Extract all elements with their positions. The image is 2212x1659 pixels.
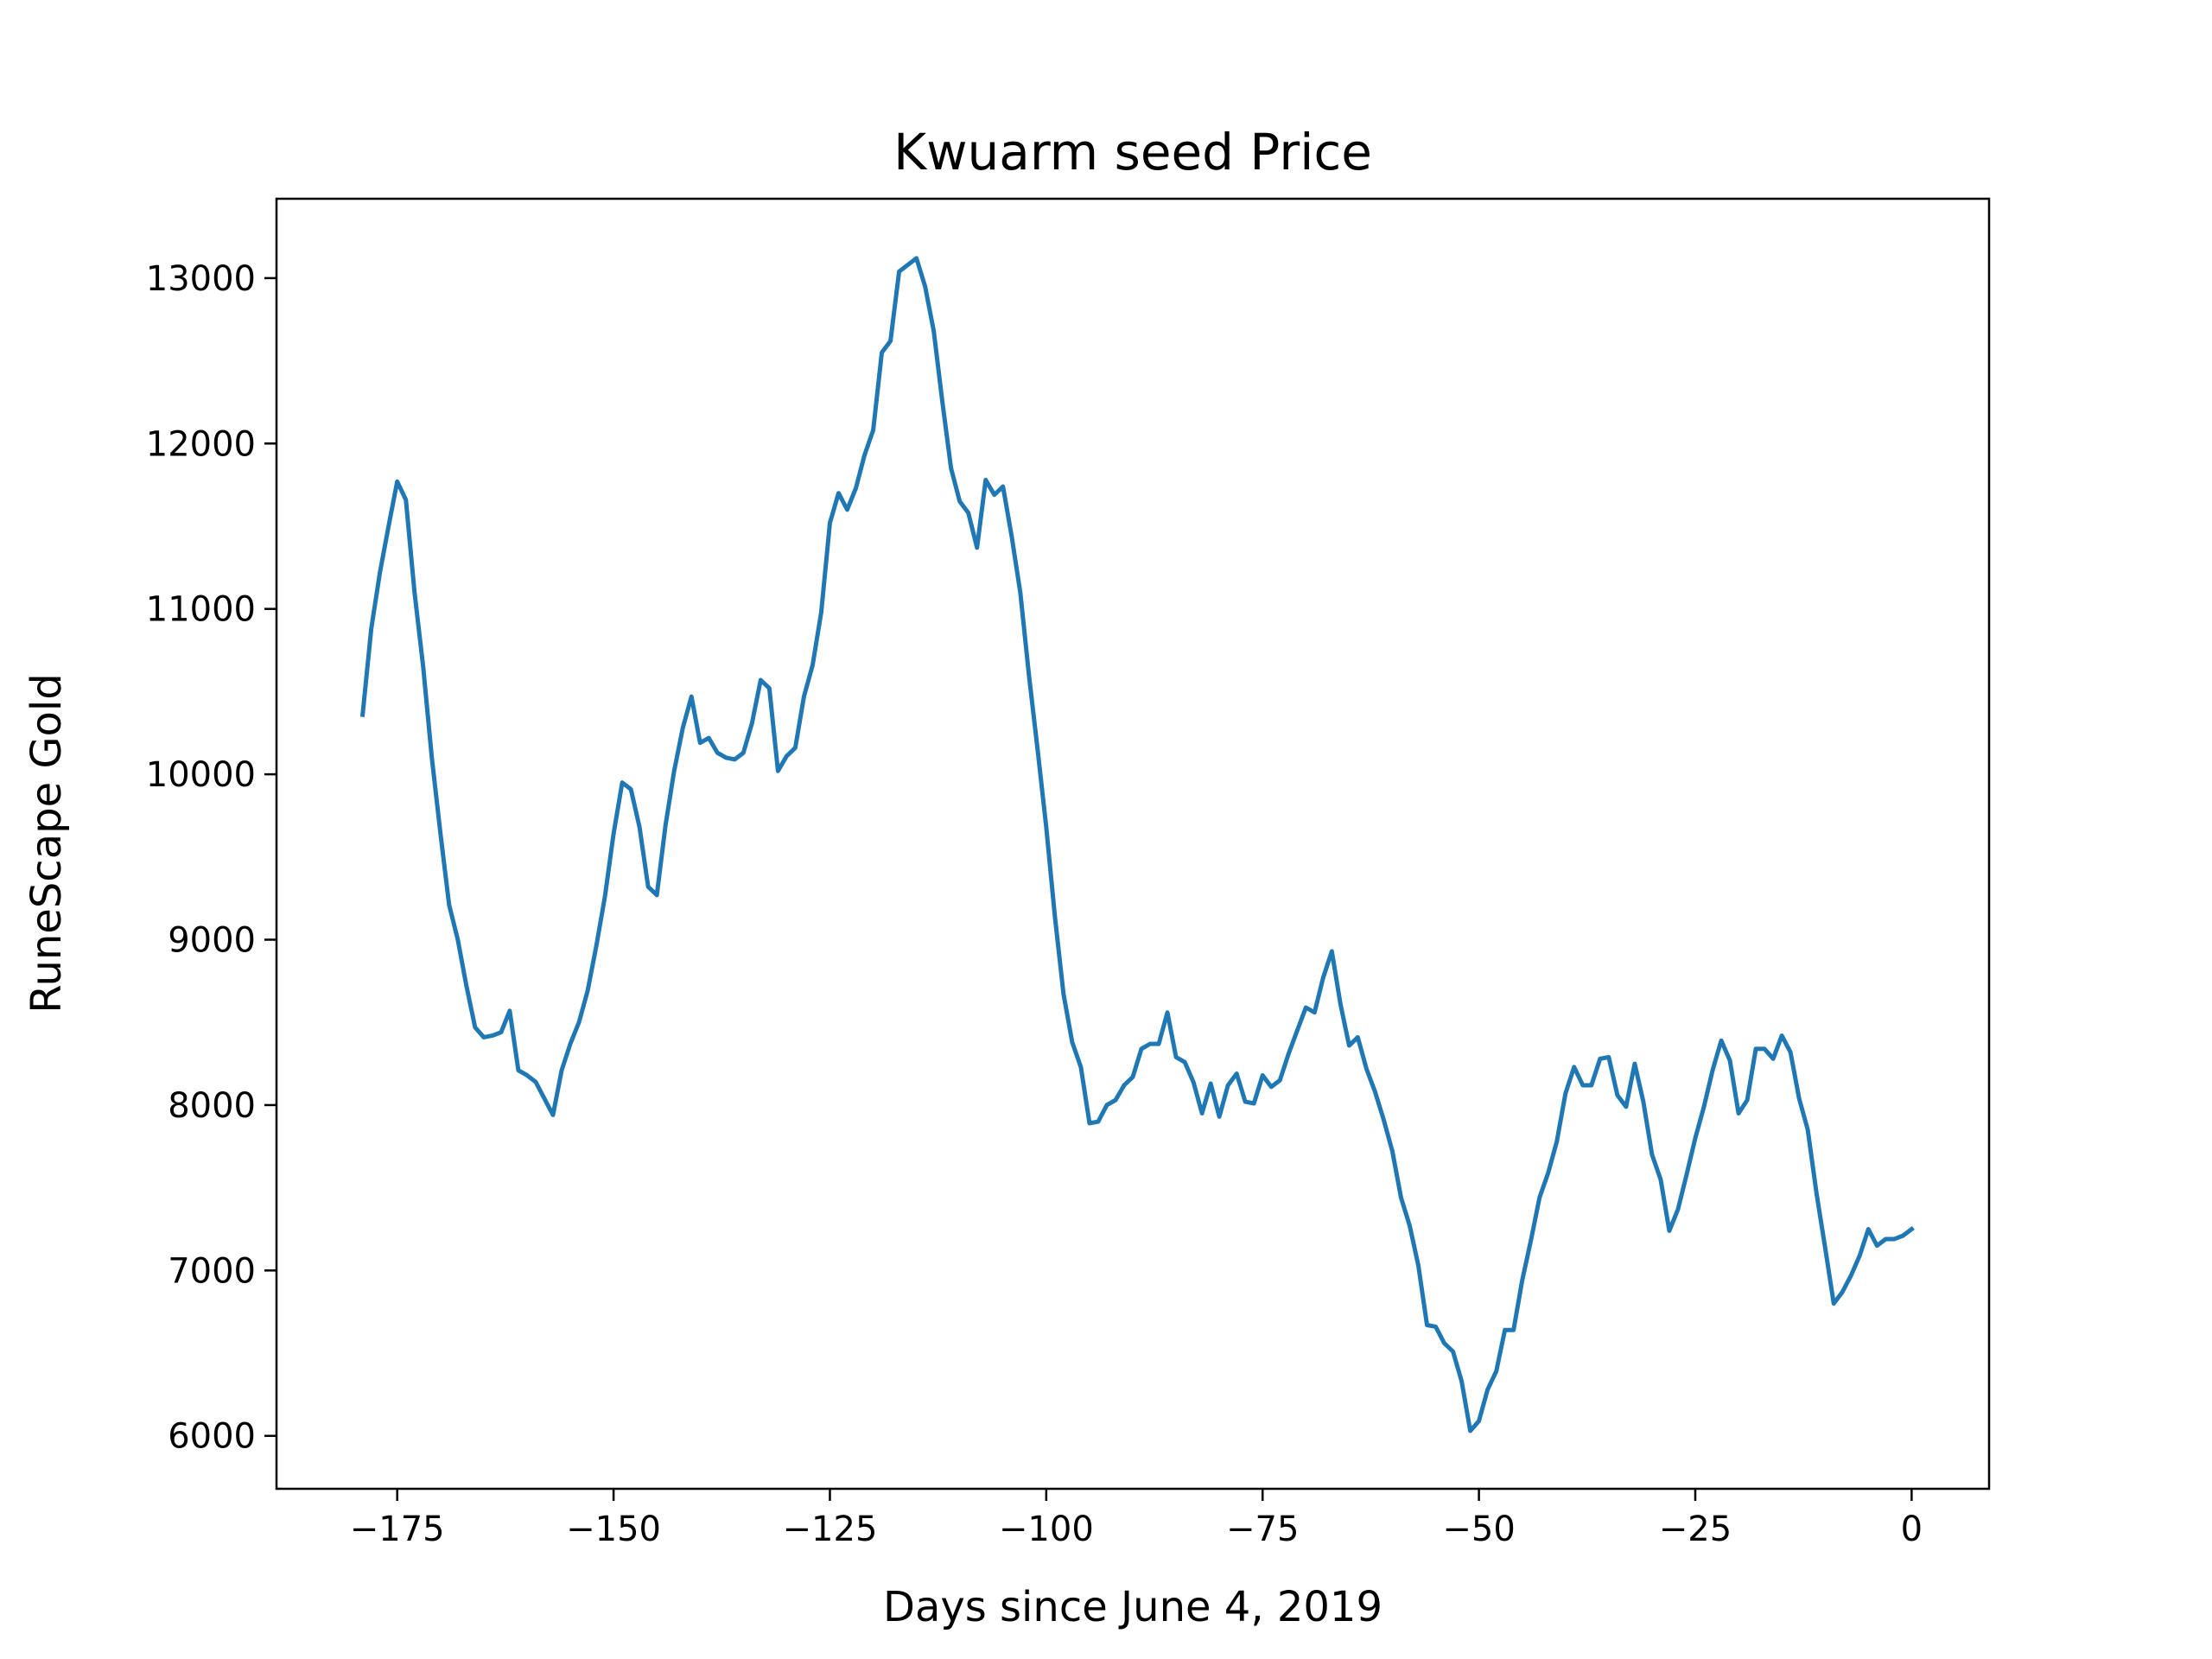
x-tick-label: −75 <box>1226 1510 1299 1549</box>
x-axis-label: Days since June 4, 2019 <box>883 1583 1382 1631</box>
y-tick-label: 12000 <box>146 424 256 464</box>
x-tick-label: −125 <box>783 1510 878 1549</box>
x-tick-label: −50 <box>1442 1510 1515 1549</box>
x-axis: −175 −150 −125 −100 −75 −50 −25 0 <box>350 1489 1923 1549</box>
x-tick-label: −100 <box>999 1510 1094 1549</box>
y-tick-label: 11000 <box>146 590 256 630</box>
x-tick-label: 0 <box>1901 1510 1923 1549</box>
y-tick-label: 8000 <box>168 1086 256 1126</box>
y-tick-label: 13000 <box>146 259 256 299</box>
y-tick-label: 10000 <box>146 755 256 795</box>
chart-title: Kwuarm seed Price <box>893 123 1372 181</box>
y-tick-label: 9000 <box>168 921 256 961</box>
x-tick-label: −175 <box>350 1510 445 1549</box>
plot-frame <box>275 197 1991 1491</box>
y-axis-label: RuneScape Gold <box>22 673 71 1013</box>
x-tick-label: −150 <box>566 1510 661 1549</box>
y-tick-label: 6000 <box>168 1417 256 1457</box>
x-tick-label: −25 <box>1659 1510 1732 1549</box>
y-axis: 6000 7000 8000 9000 10000 11000 12000 13000 <box>146 259 276 1457</box>
series-layer <box>359 256 1915 1433</box>
y-tick-label: 7000 <box>168 1251 256 1291</box>
series-line-0 <box>359 256 1915 1433</box>
